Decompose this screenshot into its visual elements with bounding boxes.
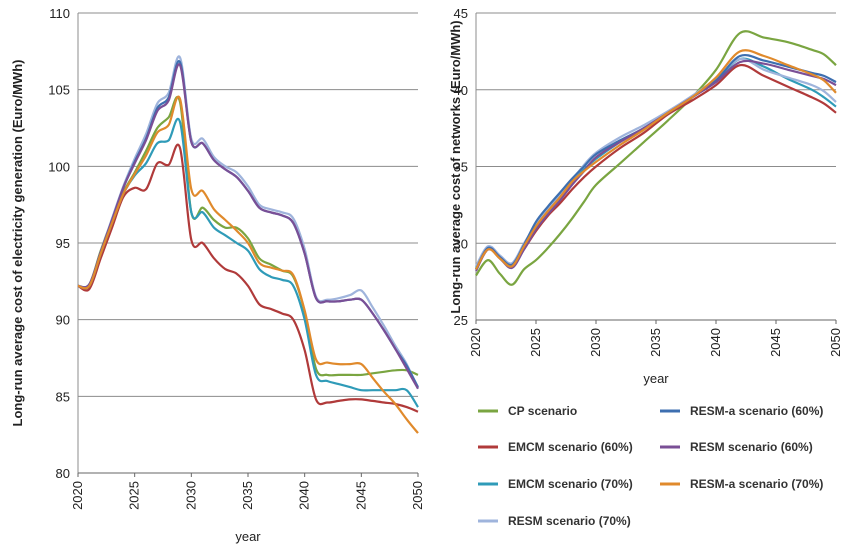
legend-entry-resm-a-scenario-70: RESM-a scenario (70%): [690, 477, 823, 491]
legend-entry-resm-scenario-70: RESM scenario (70%): [508, 514, 631, 528]
chart1-y-tick-label: 85: [56, 389, 70, 404]
chart2-x-tick-label: 2045: [768, 328, 783, 357]
electricity-generation-cost-chart: 80 85 90 95 100 105 110 2020 2025 2030 2035 2040 204…: [10, 6, 425, 544]
chart1-series-resm-a-scenario-60: [77, 60, 419, 388]
chart2-x-tick-label: 2050: [828, 328, 843, 357]
chart1-x-axis-label: year: [235, 529, 261, 544]
chart2-x-tick-label: 2020: [468, 328, 483, 357]
legend-entry-emcm-scenario-60: EMCM scenario (60%): [508, 440, 633, 454]
chart2-y-tick-label: 40: [454, 83, 468, 98]
chart2-x-tick-label: 2030: [588, 328, 603, 357]
chart1-x-tick-label: 2030: [183, 481, 198, 510]
chart1-y-tick-label: 80: [56, 466, 70, 481]
chart1-x-tick-label: 2035: [240, 481, 255, 510]
chart1-series-emcm-scenario-60: [77, 143, 419, 413]
chart1-y-axis-label: Long-run average cost of electricity gen…: [10, 60, 25, 427]
legend-entry-cp-scenario: CP scenario: [508, 404, 577, 418]
legend-entry-emcm-scenario-70: EMCM scenario (70%): [508, 477, 633, 491]
chart1-x-tick-label: 2025: [127, 481, 142, 510]
network-cost-chart: 25 30 35 40 45 2020 2025 2030 2035 2040 2045 2050 Lo…: [448, 6, 843, 386]
chart1-x-tick-label: 2020: [70, 481, 85, 510]
chart1-x-tick-label: 2050: [410, 481, 425, 510]
chart1-series-resm-scenario-70: [77, 55, 419, 390]
chart1-y-tick-label: 105: [48, 83, 70, 98]
chart1-y-tick-label: 100: [48, 159, 70, 174]
legend: CP scenario RESM-a scenario (60%) EMCM sce…: [478, 404, 823, 528]
chart2-series-resm-scenario-60: [475, 59, 837, 272]
chart2-x-tick-label: 2025: [528, 328, 543, 357]
chart2-series-resm-a-scenario-70: [475, 49, 837, 270]
chart1-y-tick-label: 90: [56, 313, 70, 328]
chart2-y-tick-label: 35: [454, 160, 468, 175]
chart1-series-resm-a-scenario-70: [77, 95, 419, 434]
chart1-series-cp-scenario: [77, 95, 419, 377]
chart2-x-tick-label: 2040: [708, 328, 723, 357]
chart1-x-tick-label: 2045: [353, 481, 368, 510]
chart1-x-tick-label: 2040: [297, 481, 312, 510]
chart2-series-cp-scenario: [475, 30, 837, 286]
chart1-y-tick-label: 95: [56, 236, 70, 251]
chart2-y-tick-label: 30: [454, 236, 468, 251]
legend-entry-resm-scenario-60: RESM scenario (60%): [690, 440, 813, 454]
chart1-y-tick-label: 110: [49, 6, 70, 21]
chart2-x-axis-label: year: [643, 371, 669, 386]
legend-entry-resm-a-scenario-60: RESM-a scenario (60%): [690, 404, 823, 418]
chart2-y-tick-label: 45: [454, 6, 468, 21]
chart2-x-tick-label: 2035: [648, 328, 663, 357]
chart2-y-axis-label: Long-run average cost of networks (Euro/…: [448, 20, 463, 313]
chart1-series-resm-scenario-60: [77, 63, 419, 390]
chart1-series-emcm-scenario-70: [77, 117, 419, 408]
chart2-y-tick-label: 25: [454, 313, 468, 328]
